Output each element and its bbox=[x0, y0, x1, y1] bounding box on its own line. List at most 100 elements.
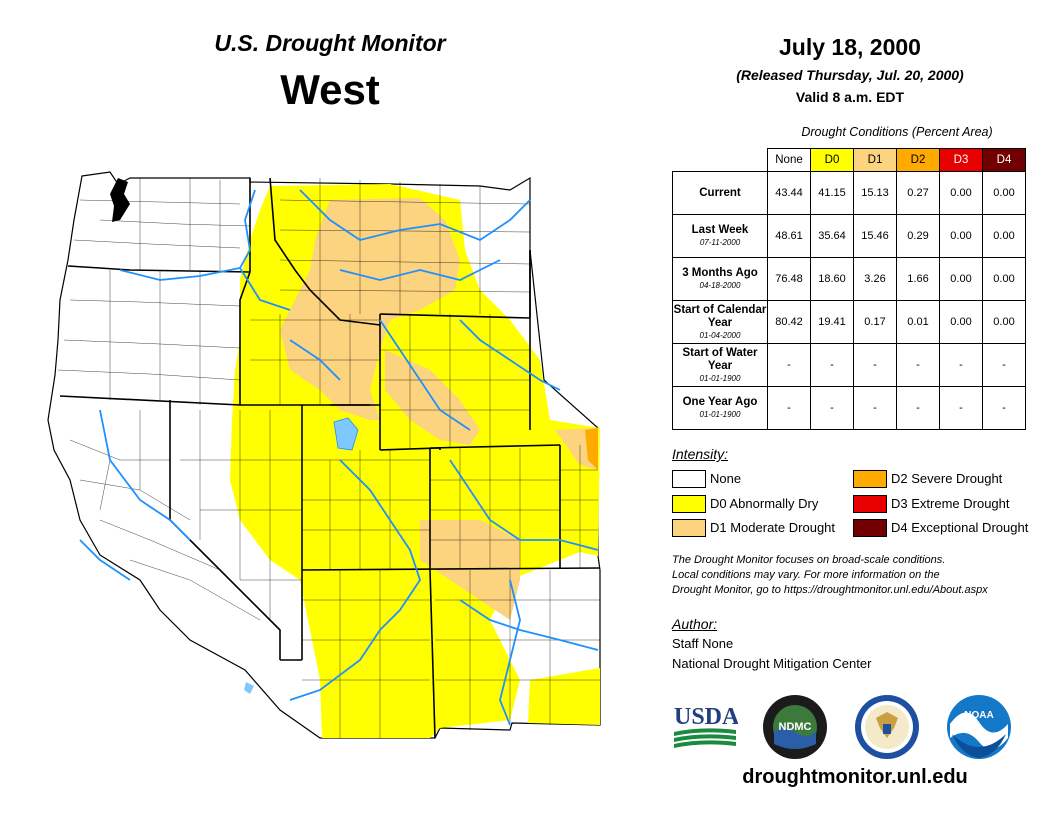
rivers bbox=[79, 189, 599, 726]
table-cell: 0.00 bbox=[982, 171, 1026, 215]
table-row: Start of Water Year 01-01-1900- - - - - - bbox=[672, 343, 1026, 387]
legend-item: D0 Abnormally Dry bbox=[672, 495, 872, 513]
noaa-logo-text: NOAA bbox=[964, 710, 993, 721]
legend-label: D4 Exceptional Drought bbox=[891, 520, 1029, 535]
table-cell: - bbox=[810, 343, 854, 387]
row-label-text: Last Week bbox=[691, 224, 749, 236]
legend-swatch bbox=[672, 519, 706, 537]
table-cell: 18.60 bbox=[810, 257, 854, 301]
table-cell: - bbox=[939, 343, 983, 387]
table-cell: 0.17 bbox=[853, 300, 897, 344]
row-date: 04-18-2000 bbox=[699, 281, 741, 290]
legend-swatch bbox=[853, 519, 887, 537]
column-header-none: None bbox=[767, 148, 811, 172]
author-organization: National Drought Mitigation Center bbox=[672, 656, 872, 671]
ndmc-logo: NDMC bbox=[763, 695, 827, 759]
legend-item: D2 Severe Drought bbox=[853, 470, 1053, 488]
legend-item: D1 Moderate Drought bbox=[672, 519, 872, 537]
row-label-text: One Year Ago bbox=[682, 396, 758, 408]
table-cell: 41.15 bbox=[810, 171, 854, 215]
table-cell: 0.00 bbox=[939, 300, 983, 344]
region-title: West bbox=[280, 66, 380, 113]
usda-logo: USDA bbox=[674, 704, 738, 748]
table-cell: 1.66 bbox=[896, 257, 940, 301]
table-cell: 35.64 bbox=[810, 214, 854, 258]
table-cell: 0.00 bbox=[939, 214, 983, 258]
table-cell: 15.13 bbox=[853, 171, 897, 215]
row-label-text: Current bbox=[699, 186, 741, 199]
drought-statistics-table: None D0 D1 D2 D3 D4 Current 43.44 41.15 15.13 0.27… bbox=[672, 148, 1026, 430]
table-cell: 0.00 bbox=[939, 257, 983, 301]
table-cell: - bbox=[767, 386, 811, 430]
row-label: Start of Water Year 01-01-1900 bbox=[672, 343, 768, 387]
noaa-logo: NOAA bbox=[947, 695, 1011, 759]
row-label-text: 3 Months Ago bbox=[682, 267, 758, 279]
table-cell: 0.00 bbox=[982, 214, 1026, 258]
table-row: One Year Ago 01-01-1900- - - - - - bbox=[672, 386, 1026, 430]
table-cell: - bbox=[767, 343, 811, 387]
table-corner bbox=[673, 149, 768, 172]
table-cell: 0.00 bbox=[982, 257, 1026, 301]
table-cell: 0.29 bbox=[896, 214, 940, 258]
row-label: Last Week 07-11-2000 bbox=[672, 214, 768, 258]
author-title: Author: bbox=[672, 616, 718, 632]
legend-swatch bbox=[853, 470, 887, 488]
table-cell: - bbox=[982, 343, 1026, 387]
table-cell: - bbox=[853, 386, 897, 430]
note-line-2: Local conditions may vary. For more info… bbox=[672, 569, 940, 581]
map-date: July 18, 2000 bbox=[779, 34, 921, 60]
table-row: Last Week 07-11-2000 48.61 35.64 15.46 0.29 0.… bbox=[672, 214, 1026, 258]
row-label: One Year Ago 01-01-1900 bbox=[672, 386, 768, 430]
column-header-d1: D1 bbox=[853, 148, 897, 172]
table-cell: 0.01 bbox=[896, 300, 940, 344]
table-row: Start of Calendar Year 01-04-2000 80.42 19.… bbox=[672, 300, 1026, 344]
legend-item: D3 Extreme Drought bbox=[853, 495, 1053, 513]
county-lines bbox=[57, 178, 600, 738]
table-header-row: None D0 D1 D2 D3 D4 bbox=[673, 148, 1026, 172]
table-cell: - bbox=[896, 343, 940, 387]
row-label: Start of Calendar Year 01-04-2000 bbox=[672, 300, 768, 344]
ndmc-logo-text: NDMC bbox=[779, 721, 812, 733]
column-header-d2: D2 bbox=[896, 148, 940, 172]
table-cell: 0.00 bbox=[982, 300, 1026, 344]
column-header-d0: D0 bbox=[810, 148, 854, 172]
table-cell: 0.27 bbox=[896, 171, 940, 215]
table-cell: 48.61 bbox=[767, 214, 811, 258]
legend-swatch bbox=[853, 495, 887, 513]
legend-item: None bbox=[672, 470, 872, 488]
d2-region-ne-corner bbox=[585, 428, 598, 470]
commerce-seal-logo bbox=[855, 695, 919, 759]
table-cell: - bbox=[853, 343, 897, 387]
table-title: Drought Conditions (Percent Area) bbox=[801, 125, 993, 139]
website-url[interactable]: droughtmonitor.unl.edu bbox=[742, 766, 968, 788]
legend-swatch bbox=[672, 470, 706, 488]
table-row: 3 Months Ago 04-18-2000 76.48 18.60 3.26 1.66… bbox=[672, 257, 1026, 301]
lake-mead bbox=[244, 682, 254, 694]
legend-item: D4 Exceptional Drought bbox=[853, 519, 1053, 537]
usda-logo-text: USDA bbox=[674, 704, 738, 730]
legend-label: D3 Extreme Drought bbox=[891, 496, 1010, 511]
table-row: Current 43.44 41.15 15.13 0.27 0.00 0.00 bbox=[672, 171, 1026, 215]
row-date: 07-11-2000 bbox=[699, 238, 741, 247]
row-date: 01-04-2000 bbox=[699, 330, 741, 340]
table-cell: - bbox=[810, 386, 854, 430]
valid-time: Valid 8 a.m. EDT bbox=[795, 89, 905, 105]
d0-region-sw-tip bbox=[528, 668, 600, 725]
great-salt-lake bbox=[333, 417, 359, 451]
table-cell: - bbox=[939, 386, 983, 430]
row-label: Current bbox=[672, 171, 768, 215]
table-cell: 3.26 bbox=[853, 257, 897, 301]
author-name: Staff None bbox=[672, 636, 734, 651]
legend-label: D0 Abnormally Dry bbox=[710, 496, 819, 511]
legend-label: D1 Moderate Drought bbox=[710, 520, 836, 535]
column-header-d4: D4 bbox=[982, 148, 1026, 172]
legend-label: D2 Severe Drought bbox=[891, 471, 1003, 486]
table-cell: 43.44 bbox=[767, 171, 811, 215]
row-label-text: Start of Water Year bbox=[682, 346, 758, 372]
table-cell: 15.46 bbox=[853, 214, 897, 258]
legend-swatch bbox=[672, 495, 706, 513]
map-title: U.S. Drought Monitor bbox=[214, 30, 446, 56]
info-note: The Drought Monitor focuses on broad-sca… bbox=[672, 553, 1042, 598]
table-cell: 76.48 bbox=[767, 257, 811, 301]
table-cell: 0.00 bbox=[939, 171, 983, 215]
